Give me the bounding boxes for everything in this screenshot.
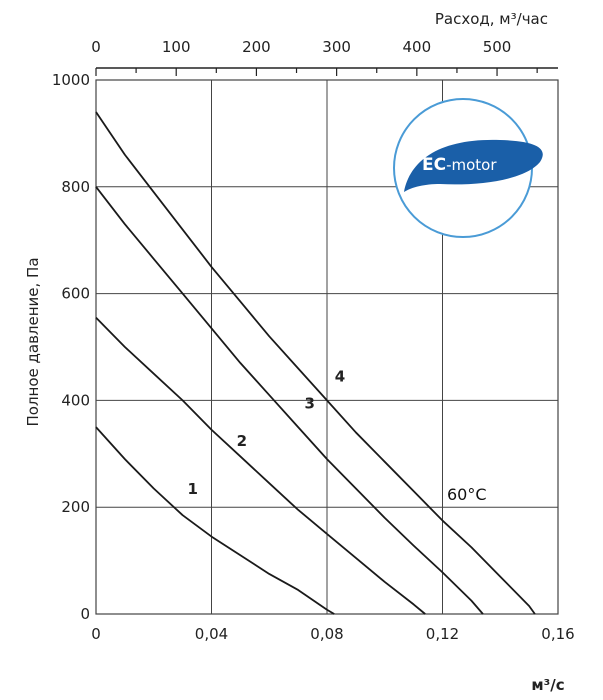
x-tick-label: 0,04 [195, 625, 228, 643]
ec-motor-logo: EC-motor [393, 98, 543, 238]
top-tick-label: 100 [162, 38, 191, 56]
y-axis-title: Полное давление, Па [24, 257, 42, 426]
top-tick-label: 200 [242, 38, 271, 56]
x-tick-label: 0,08 [310, 625, 343, 643]
y-tick-label: 0 [80, 605, 90, 623]
x-tick-label: 0 [91, 625, 101, 643]
logo-text-rest: -motor [446, 156, 497, 174]
top-tick-label: 300 [322, 38, 351, 56]
logo-text-bold: EC [422, 155, 446, 175]
top-axis-title: Расход, м³/час [435, 10, 548, 28]
y-tick-label: 600 [61, 285, 90, 303]
logo-text: EC-motor [422, 155, 497, 175]
y-tick-label: 400 [61, 391, 90, 409]
curve-label-4: 4 [335, 368, 345, 386]
curve-2 [95, 316, 426, 615]
x-axis-unit: м³/с [531, 676, 564, 694]
curve-label-3: 3 [304, 394, 314, 412]
y-tick-label: 800 [61, 178, 90, 196]
curve-3 [95, 186, 484, 615]
curves-layer [95, 111, 536, 615]
top-tick-label: 0 [91, 38, 101, 56]
y-tick-label: 1000 [52, 71, 90, 89]
temperature-annotation: 60°C [447, 485, 487, 504]
logo-leaf-icon [404, 139, 543, 192]
top-tick-label: 400 [403, 38, 432, 56]
y-tick-label: 200 [61, 498, 90, 516]
x-tick-label: 0,12 [426, 625, 459, 643]
x-tick-label: 0,16 [541, 625, 574, 643]
curve-label-1: 1 [188, 480, 198, 498]
curve-1 [95, 426, 335, 615]
curve-4 [95, 111, 536, 615]
top-tick-label: 500 [483, 38, 512, 56]
axis-layer [95, 67, 558, 76]
curve-label-2: 2 [237, 432, 247, 450]
